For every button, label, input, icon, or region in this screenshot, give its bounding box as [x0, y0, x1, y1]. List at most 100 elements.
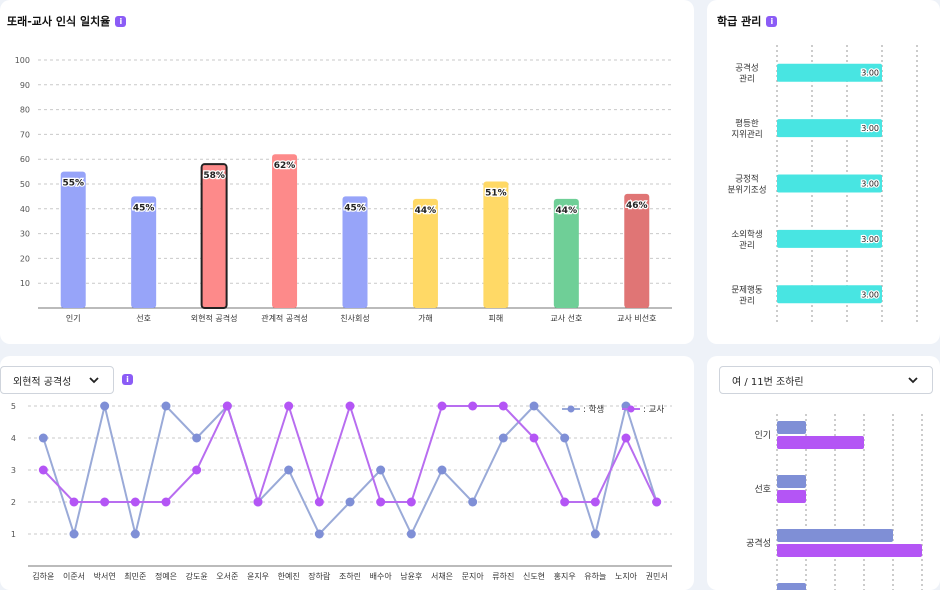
bar — [777, 63, 882, 82]
student-detail-chart: 인기선호공격성친사회성 — [746, 414, 923, 590]
data-point — [529, 433, 539, 443]
data-point — [498, 433, 508, 443]
x-tick-label: 최민준 — [124, 571, 146, 581]
bar — [483, 181, 509, 308]
y-tick-label: 2 — [11, 498, 16, 507]
data-point — [38, 465, 48, 475]
y-tick-label: 긍정적 — [735, 174, 758, 185]
x-tick-label: 외현적 공격성 — [191, 313, 238, 323]
student-select-value: 여 / 11번 조하린 — [732, 376, 804, 388]
y-tick-label: 3 — [11, 466, 16, 475]
x-tick-label: 피해 — [489, 313, 504, 323]
class-management-card: 학급 관리 i 3.00 공격성 관리 3.00 평등한 지위관리 3.00 긍정적 분위기조성… — [707, 0, 940, 344]
bar-value-label: 62% — [274, 161, 296, 171]
y-tick-label: 소외학생 — [731, 229, 762, 240]
data-point — [222, 401, 232, 411]
trait-select[interactable]: 외현적 공격성 — [0, 366, 114, 394]
legend-marker — [567, 405, 575, 413]
bar-value-label: 44% — [415, 206, 437, 216]
y-tick-label: 20 — [20, 254, 30, 263]
x-tick-label: 한예진 — [278, 571, 300, 581]
x-tick-label: 교사 선호 — [550, 314, 582, 323]
bar — [777, 229, 882, 248]
bar — [131, 196, 157, 308]
data-point — [314, 497, 324, 507]
bar — [272, 154, 298, 308]
bar — [60, 171, 86, 308]
data-point — [284, 465, 294, 475]
data-point — [468, 401, 478, 411]
bar-value-label: 44% — [556, 206, 578, 216]
y-tick-label: 80 — [20, 106, 30, 115]
data-point — [130, 529, 140, 539]
data-point — [406, 497, 416, 507]
bar — [777, 544, 922, 557]
data-point — [161, 497, 171, 507]
student-detail-card: 여 / 11번 조하린 인기선호공격성친사회성 — [707, 356, 940, 590]
bar-value-label: 45% — [133, 203, 155, 213]
y-tick-label: 공격성 — [735, 63, 758, 74]
bar-value-label: 3.00 — [861, 69, 879, 78]
y-tick-label: 4 — [11, 434, 16, 443]
data-point — [590, 529, 600, 539]
x-tick-label: 권민서 — [646, 571, 668, 581]
bar — [777, 583, 806, 590]
class-management-title-row: 학급 관리 i — [717, 13, 778, 29]
data-point — [621, 433, 631, 443]
data-point — [498, 401, 508, 411]
bar — [777, 529, 893, 542]
bar — [777, 174, 882, 193]
x-tick-label: 교사 비선호 — [617, 314, 656, 323]
y-tick-label: 1 — [11, 530, 16, 539]
student-line-chart: 1 2 3 4 5 김하윤 이준서 박서연 최민준 정예은 강도윤 오서준 윤지우 한예진 장하람 조하린 배수… — [11, 401, 672, 581]
data-point — [69, 497, 79, 507]
chevron-down-icon — [908, 377, 918, 384]
info-icon[interactable]: i — [115, 15, 127, 27]
x-tick-label: 장하람 — [308, 571, 331, 581]
match-rate-card: 또래-교사 인식 일치율 i 10 20 30 40 50 60 70 80 90 100 55% 인… — [0, 0, 694, 344]
y-tick-label: 50 — [20, 180, 30, 189]
data-point — [69, 529, 79, 539]
x-tick-label: 이준서 — [63, 571, 85, 581]
bar-value-label: 3.00 — [861, 124, 879, 133]
y-tick-label: 관리 — [739, 295, 755, 306]
data-point — [345, 497, 355, 507]
bar — [553, 198, 579, 308]
data-point — [314, 529, 324, 539]
y-tick-label: 60 — [20, 155, 30, 164]
chevron-down-icon — [89, 377, 99, 384]
x-tick-label: 인기 — [66, 313, 81, 323]
x-tick-label: 관계적 공격성 — [261, 313, 308, 323]
x-tick-label: 선호 — [136, 314, 151, 323]
y-tick-label: 90 — [20, 81, 30, 90]
y-tick-label: 문제행동 — [731, 284, 762, 295]
data-point — [468, 497, 478, 507]
x-tick-label: 신도현 — [523, 572, 545, 581]
y-tick-label: 40 — [20, 205, 30, 214]
data-point — [192, 465, 202, 475]
bar-value-label: 45% — [344, 203, 366, 213]
x-tick-label: 배수아 — [370, 571, 393, 581]
x-tick-label: 조하린 — [339, 571, 361, 581]
data-point — [652, 497, 662, 507]
student-select[interactable]: 여 / 11번 조하린 — [719, 366, 933, 394]
info-icon[interactable]: i — [122, 374, 133, 385]
y-tick-label: 관리 — [739, 240, 755, 251]
bar — [200, 163, 228, 309]
x-tick-label: 친사회성 — [340, 313, 369, 323]
data-point — [376, 497, 386, 507]
data-point — [437, 401, 447, 411]
legend-label: : 교사 — [643, 405, 664, 415]
bar — [342, 196, 368, 308]
data-point — [376, 465, 386, 475]
x-tick-label: 문지아 — [462, 571, 485, 581]
bar — [777, 490, 806, 503]
bar-value-label: 51% — [485, 189, 507, 199]
info-icon[interactable]: i — [766, 15, 778, 27]
legend-marker — [627, 405, 635, 413]
y-tick-label: 분위기조성 — [727, 186, 766, 196]
bar-value-label: 46% — [626, 201, 648, 211]
bar — [777, 285, 882, 304]
x-tick-label: 서채은 — [431, 571, 453, 581]
bar-value-label: 3.00 — [861, 290, 879, 299]
